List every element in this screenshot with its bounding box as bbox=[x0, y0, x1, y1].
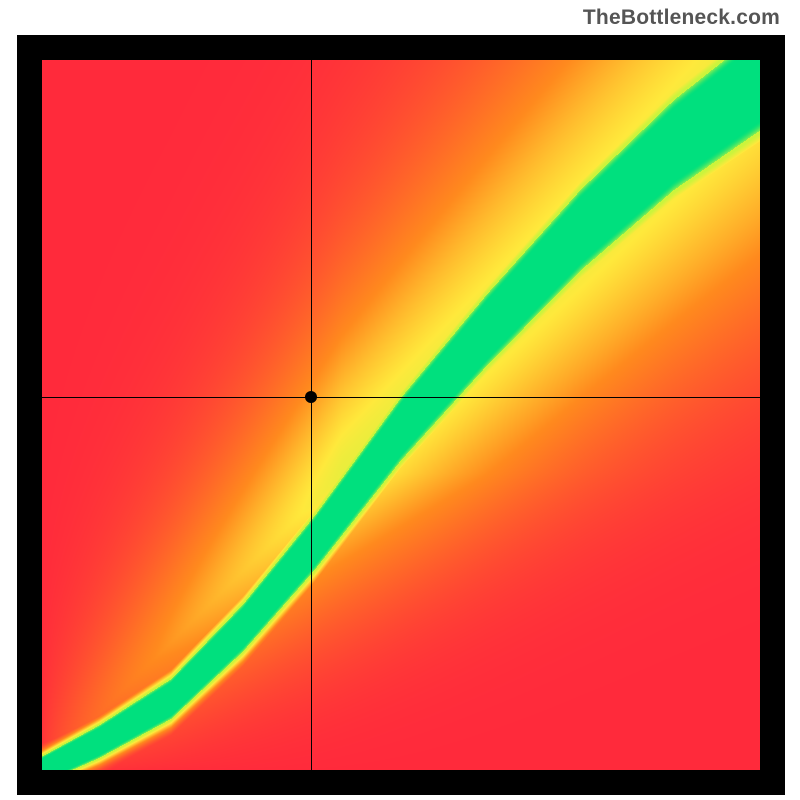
crosshair-vertical-line bbox=[311, 60, 312, 770]
bottleneck-heatmap bbox=[42, 60, 760, 770]
attribution-text: TheBottleneck.com bbox=[583, 6, 780, 30]
crosshair-horizontal-line bbox=[42, 397, 760, 398]
